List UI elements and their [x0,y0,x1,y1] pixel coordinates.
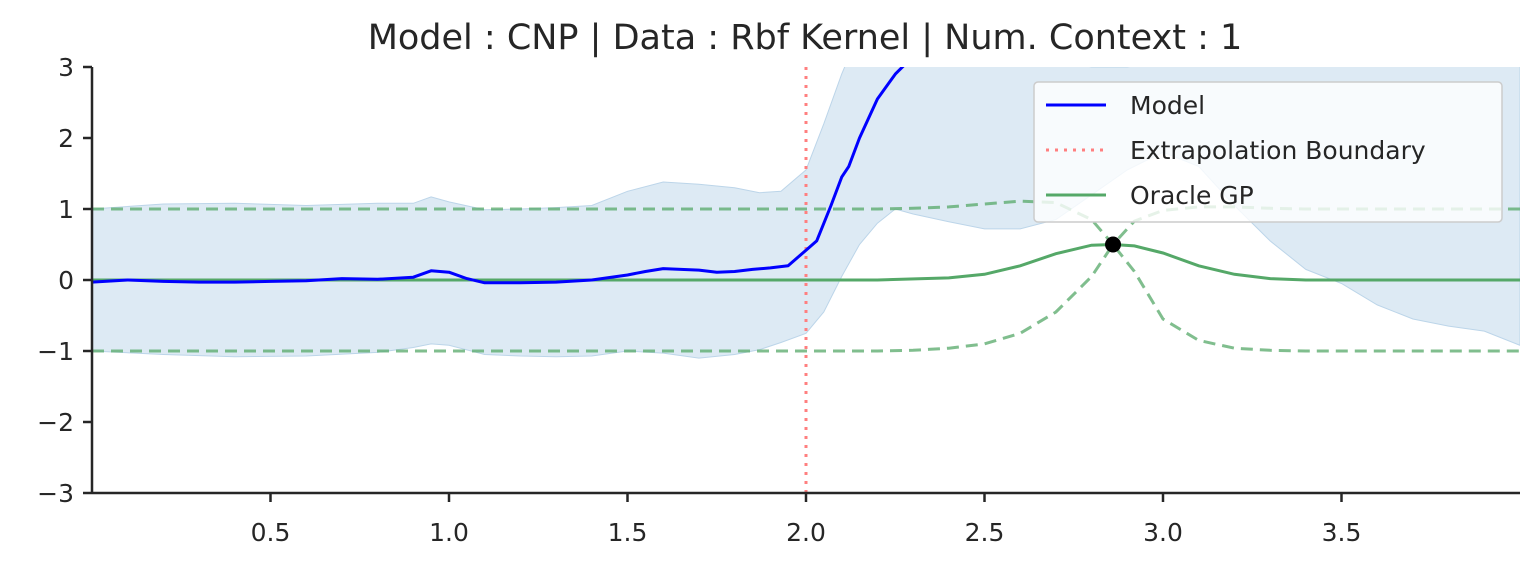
chart-title: Model : CNP | Data : Rbf Kernel | Num. C… [368,18,1243,58]
x-tick-label: 0.5 [251,518,291,547]
context-point [1105,236,1122,253]
x-tick-label: 2.0 [786,518,826,547]
context-points [1105,236,1122,253]
y-tick-label: 2 [58,124,74,153]
x-tick-label: 1.0 [429,518,469,547]
y-tick-label: −1 [37,337,74,366]
plot-area [92,67,1520,493]
y-tick-label: −3 [37,479,74,508]
y-tick-label: −2 [37,408,74,437]
legend-boundary-label: Extrapolation Boundary [1130,136,1426,165]
legend-model-label: Model [1130,91,1205,120]
x-ticks: 0.5 1.0 1.5 2.0 2.5 3.0 3.5 [251,493,1362,547]
y-ticks: 3 2 1 0 −1 −2 −3 [37,53,92,508]
x-tick-label: 2.5 [965,518,1005,547]
legend: Model Extrapolation Boundary Oracle GP [1033,81,1503,223]
y-tick-label: 3 [58,53,74,82]
oracle-gp-line [92,242,1520,282]
y-tick-label: 1 [58,195,74,224]
model-line [92,67,905,285]
legend-oracle-label: Oracle GP [1130,181,1254,210]
y-tick-label: 0 [58,266,74,295]
legend-box [1033,81,1503,223]
x-tick-label: 1.5 [608,518,648,547]
x-tick-label: 3.5 [1322,518,1362,547]
x-tick-label: 3.0 [1143,518,1183,547]
